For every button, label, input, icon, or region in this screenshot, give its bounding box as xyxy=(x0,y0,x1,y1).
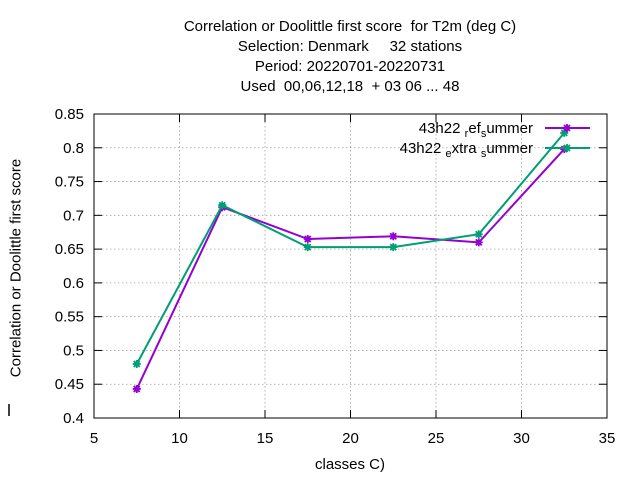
legend-label: 43h22 extra summer xyxy=(400,140,533,160)
y-tick-label: 0.5 xyxy=(63,342,84,359)
series-line xyxy=(135,132,566,365)
y-tick-label: 0.7 xyxy=(63,207,84,224)
data-point-core xyxy=(561,130,567,136)
x-axis-label: classes C) xyxy=(314,456,386,473)
y-tick-label: 0.85 xyxy=(55,106,84,123)
legend-marker-core xyxy=(564,145,570,151)
x-tick-label: 30 xyxy=(513,430,530,447)
x-tick-label: 25 xyxy=(428,430,445,447)
title-line-1: Correlation or Doolittle first score for… xyxy=(183,18,517,35)
x-tick-label: 35 xyxy=(599,430,616,447)
y-axis-ticks: 0.4 0.45 0.5 0.55 0.6 0.65 0.7 0.75 0.8 0.85 xyxy=(55,106,607,427)
data-point-core xyxy=(305,244,311,250)
legend-label: 43h22 refsummer xyxy=(419,120,533,140)
y-tick-label: 0.45 xyxy=(55,376,84,393)
y-tick-label: 0.65 xyxy=(55,241,84,258)
legend-marker-core xyxy=(564,125,570,131)
data-point-core xyxy=(390,244,396,250)
legend-sample-2 xyxy=(545,144,590,152)
x-tick-label: 20 xyxy=(342,430,359,447)
title-line-4: Used 00,06,12,18 + 03 06 ... 48 xyxy=(240,78,460,95)
data-point-core xyxy=(134,386,140,392)
grid-lines xyxy=(94,114,607,418)
data-point-core xyxy=(305,236,311,242)
series-line xyxy=(135,148,566,390)
data-point-core xyxy=(219,202,225,208)
data-point-core xyxy=(476,231,482,237)
title-line-2: Selection: Denmark 32 stations xyxy=(237,38,463,55)
series-group xyxy=(132,128,569,393)
x-axis-ticks: 5 10 15 20 25 30 35 xyxy=(90,114,616,447)
legend-sample-1 xyxy=(545,124,590,132)
y-tick-label: 0.55 xyxy=(55,309,84,326)
x-tick-label: 15 xyxy=(257,430,274,447)
x-tick-label: 5 xyxy=(90,430,98,447)
title-line-3: Period: 20220701-20220731 xyxy=(254,58,446,75)
x-tick-label: 10 xyxy=(171,430,188,447)
data-point-core xyxy=(134,361,140,367)
y-tick-label: 0.75 xyxy=(55,174,84,191)
y-tick-label: 0.8 xyxy=(63,140,84,157)
data-point-core xyxy=(390,233,396,239)
y-tick-label: 0.4 xyxy=(63,410,84,427)
y-tick-label: 0.6 xyxy=(63,275,84,292)
series-2 xyxy=(132,128,569,368)
data-point-core xyxy=(476,239,482,245)
